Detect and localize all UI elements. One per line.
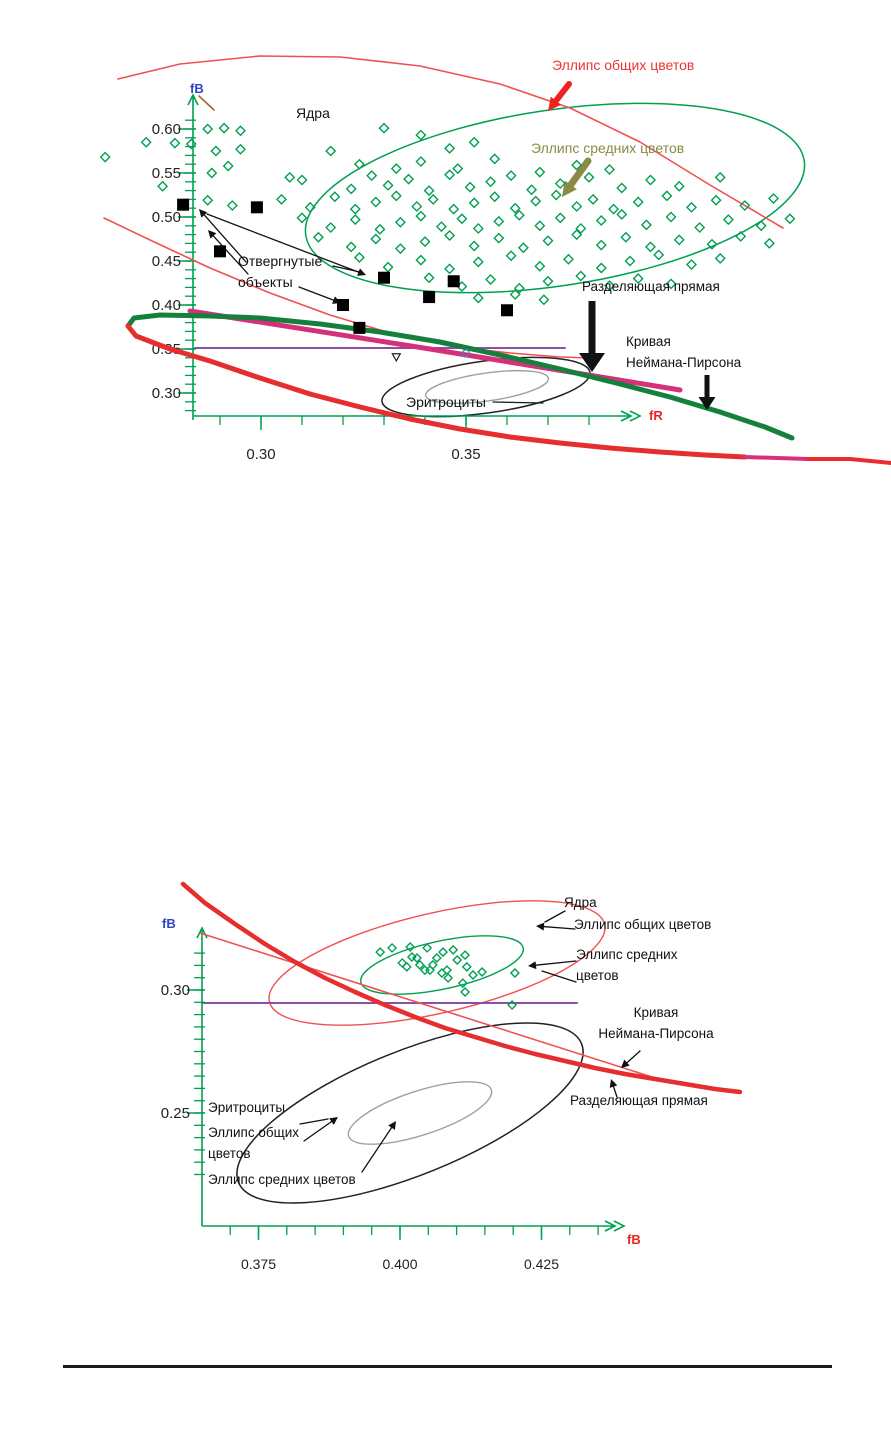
top-chart: 0.30 0.350.300.350.400.450.500.550.60: [99, 55, 891, 465]
svg-text:0.40: 0.40: [152, 297, 181, 314]
svg-text:0.30: 0.30: [246, 446, 275, 463]
bottom-erythro-label: Эритроциты: [208, 1100, 286, 1115]
top-rejected-line1: Отвергнутые: [238, 253, 323, 269]
bottom-nuclei-label: Ядра: [564, 895, 597, 910]
top-nuclei-label: Ядра: [296, 105, 330, 121]
svg-text:0.30: 0.30: [161, 982, 190, 999]
bottom-mean-ellipse-label: Эллипс средних цветов: [576, 947, 677, 984]
bottom-np-line2: Неймана-Пирсона: [598, 1026, 714, 1041]
bottom-e-common-label: Эллипс общих цветов: [208, 1125, 299, 1162]
bottom-mean-line2: цветов: [576, 968, 619, 983]
bottom-np-label: Кривая Неймана-Пирсона: [593, 1005, 719, 1042]
svg-text:0.375: 0.375: [241, 1256, 276, 1272]
bottom-y-axis-label: fB: [162, 916, 176, 931]
top-mean-ellipse-label: Эллипс средних цветов: [531, 140, 685, 156]
top-rejected-line2: объекты: [238, 274, 293, 290]
bottom-e-common-line2: цветов: [208, 1146, 251, 1161]
svg-text:0.400: 0.400: [382, 1256, 417, 1272]
top-np-line1: Кривая: [626, 334, 671, 349]
top-x-axis-label: fR: [649, 408, 663, 423]
top-np-label: Кривая Неймана-Пирсона: [626, 334, 741, 371]
svg-text:0.55: 0.55: [152, 165, 181, 182]
svg-text:0.45: 0.45: [152, 253, 181, 270]
top-np-line2: Неймана-Пирсона: [626, 355, 742, 370]
top-erythro-label: Эритроциты: [406, 394, 486, 410]
bottom-chart: 0.375 0.400 0.425 0.25 0.30: [161, 881, 743, 1272]
svg-text:0.35: 0.35: [451, 446, 480, 463]
top-rejected-label: Отвергнутые объекты: [238, 253, 322, 290]
bottom-common-ellipse-label: Эллипс общих цветов: [574, 917, 712, 932]
top-common-ellipse-label: Эллипс общих цветов: [552, 57, 695, 73]
top-separating-label: Разделяющая прямая: [582, 279, 720, 294]
svg-text:0.60: 0.60: [152, 121, 181, 138]
footer-divider: [63, 1365, 832, 1368]
svg-text:0.50: 0.50: [152, 209, 181, 226]
svg-text:0.25: 0.25: [161, 1105, 190, 1122]
top-y-axis-label: fB: [190, 81, 204, 96]
bottom-x-axis-label: fB: [627, 1232, 641, 1247]
bottom-np-line1: Кривая: [633, 1005, 679, 1020]
svg-text:0.30: 0.30: [152, 385, 181, 402]
svg-text:0.425: 0.425: [524, 1256, 559, 1272]
bottom-mean-line1: Эллипс средних: [576, 947, 678, 962]
bottom-e-common-line1: Эллипс общих: [208, 1125, 299, 1140]
bottom-separating-label: Разделяющая прямая: [570, 1093, 708, 1108]
bottom-e-mean-label: Эллипс средних цветов: [208, 1172, 356, 1187]
